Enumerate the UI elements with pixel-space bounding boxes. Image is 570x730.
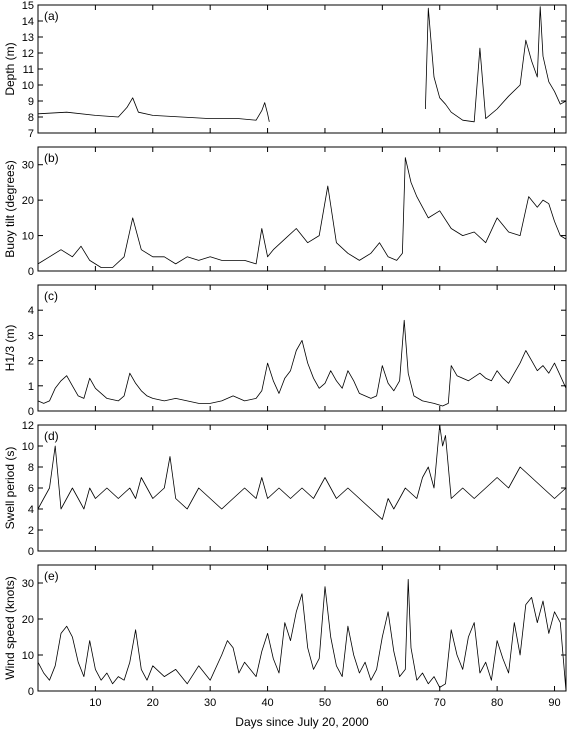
x-tick-label: 10 [89, 697, 101, 709]
y-tick-label: 30 [22, 578, 34, 590]
y-tick-label: 12 [22, 420, 34, 432]
panel-tag: (c) [44, 289, 58, 303]
y-tick-label: 3 [28, 330, 34, 342]
y-tick-label: 8 [28, 112, 34, 124]
y-tick-label: 13 [22, 32, 34, 44]
y-tick-label: 0 [28, 406, 34, 418]
x-tick-label: 90 [548, 697, 560, 709]
series-line-1 [37, 157, 567, 268]
panel-tag: (b) [44, 151, 59, 165]
y-tick-label: 4 [28, 305, 34, 317]
x-tick-label: 50 [319, 697, 331, 709]
panel-tag: (d) [44, 429, 59, 443]
y-tick-label: 20 [22, 614, 34, 626]
panel-1: 7 8 9 10 11 12 13 14 15 Depth (m) (a) [3, 0, 567, 140]
panel-frame [37, 284, 567, 412]
panel-frame [37, 4, 567, 134]
panel-frame [37, 564, 567, 692]
panel-5: 0 10 20 30 10 20 30 40 50 60 70 80 90 Wind speed (kno… [3, 564, 567, 709]
y-tick-label: 10 [22, 80, 34, 92]
y-tick-label: 7 [28, 128, 34, 140]
y-tick-label: 14 [22, 16, 34, 28]
y-tick-label: 0 [28, 686, 34, 698]
y-tick-label: 0 [28, 266, 34, 278]
y-tick-label: 2 [28, 525, 34, 537]
y-tick-label: 0 [28, 546, 34, 558]
y-tick-label: 12 [22, 48, 34, 60]
y-tick-label: 8 [28, 462, 34, 474]
y-axis-label: Buoy tilt (degrees) [3, 160, 17, 257]
panel-4: 0 2 4 6 8 10 12 Swell period (s) (d) [3, 420, 567, 558]
panel-tag: (e) [44, 569, 59, 583]
x-tick-label: 70 [434, 697, 446, 709]
series-line-1 [37, 319, 567, 407]
x-tick-label: 40 [261, 697, 273, 709]
x-tick-label: 80 [491, 697, 503, 709]
panel-3: 0 1 2 3 4 H1/3 (m) (c) [3, 284, 567, 418]
y-tick-label: 1 [28, 381, 34, 393]
y-tick-label: 2 [28, 356, 34, 368]
y-tick-label: 10 [22, 441, 34, 453]
series-line-1 [37, 424, 567, 520]
y-tick-label: 15 [22, 0, 34, 12]
x-tick-label: 30 [204, 697, 216, 709]
y-tick-label: 10 [22, 650, 34, 662]
y-axis-label: Wind speed (knots) [3, 576, 17, 679]
y-tick-label: 9 [28, 96, 34, 108]
y-tick-label: 4 [28, 504, 34, 516]
y-tick-label: 10 [22, 231, 34, 243]
series-line-1 [37, 579, 567, 692]
y-tick-label: 20 [22, 195, 34, 207]
series-line-1 [37, 6, 567, 123]
y-tick-label: 30 [22, 160, 34, 172]
x-axis-label: Days since July 20, 2000 [235, 715, 369, 729]
y-tick-label: 6 [28, 483, 34, 495]
y-axis-label: H1/3 (m) [3, 325, 17, 372]
panel-frame [37, 146, 567, 272]
y-axis-label: Depth (m) [3, 42, 17, 95]
panel-2: 0 10 20 30 Buoy tilt (degrees) (b) [3, 146, 567, 278]
panel-tag: (a) [44, 9, 59, 23]
x-tick-label: 60 [376, 697, 388, 709]
y-tick-label: 11 [23, 64, 34, 76]
x-tick-label: 20 [147, 697, 159, 709]
y-axis-label: Swell period (s) [3, 447, 17, 530]
